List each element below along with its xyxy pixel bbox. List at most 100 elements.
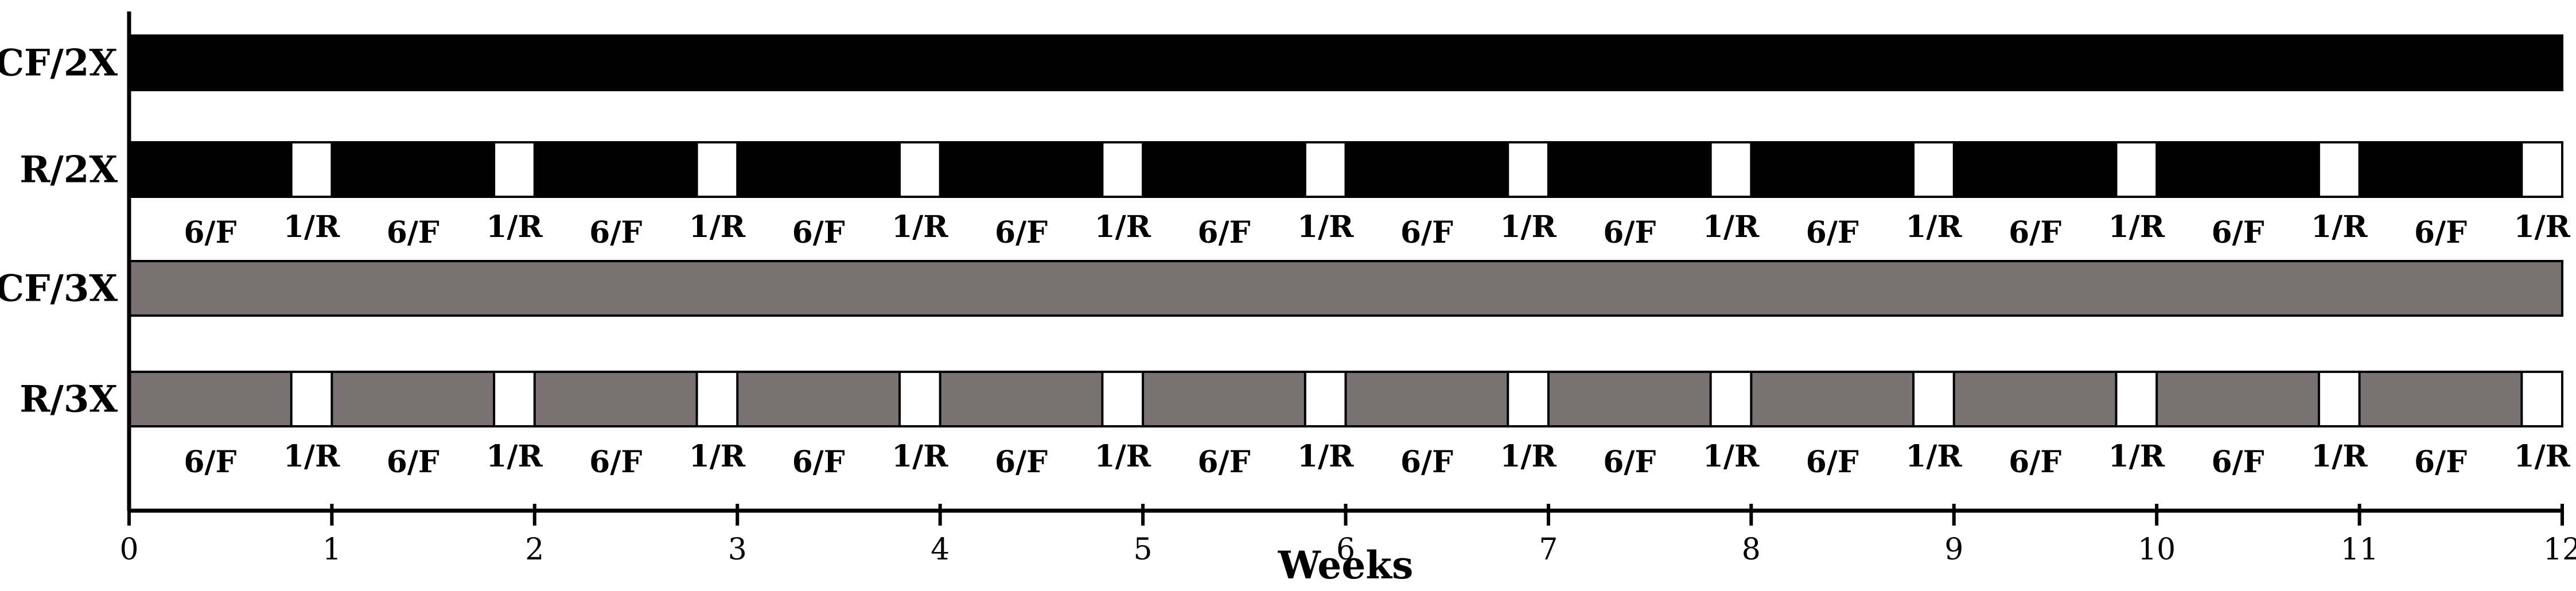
rest-period-label: 1/R — [1905, 209, 1962, 244]
feeding-period-label: 6/F — [387, 445, 439, 480]
rest-period-label: 1/R — [2311, 209, 2368, 244]
rest-period-label: 1/R — [2513, 209, 2570, 244]
rest-period-label: 1/R — [283, 209, 340, 244]
rows-layer: CF/2X R/2X 6/F 1/R 6/F 1/R 6/F 1/R 6/F 1/R 6/F 1/R 6… — [0, 34, 2571, 480]
rest-block — [1101, 371, 1145, 427]
rest-period-label: 1/R — [2108, 439, 2165, 474]
rest-period-label: 1/R — [689, 209, 746, 244]
rest-block — [493, 141, 536, 198]
rest-block — [1303, 141, 1347, 198]
rest-block — [1507, 141, 1550, 198]
rest-period-label: 1/R — [2108, 209, 2165, 244]
axis-layer: Weeks 0 1 2 3 4 5 6 7 8 9 10 11 12 — [119, 11, 2576, 588]
rest-period-label: 1/R — [1500, 439, 1557, 474]
row-r-2x: R/2X 6/F 1/R 6/F 1/R 6/F 1/R 6/F 1/R 6/F 1/R 6/F 1/R… — [20, 141, 2571, 250]
feeding-period-label: 6/F — [589, 215, 642, 250]
feeding-period-label: 6/F — [184, 445, 236, 480]
x-tick-label: 5 — [1134, 532, 1153, 567]
feeding-period-label: 6/F — [2009, 215, 2061, 250]
rest-period-label: 1/R — [1703, 439, 1760, 474]
row-cf-2x: CF/2X — [0, 34, 2563, 91]
rest-block — [2115, 141, 2158, 198]
feeding-period-label: 6/F — [1197, 445, 1250, 480]
x-tick-label: 8 — [1742, 532, 1761, 567]
rest-period-label: 1/R — [1095, 209, 1151, 244]
row-r-3x: R/3X 6/F 1/R 6/F 1/R 6/F 1/R 6/F 1/R 6/F 1/R 6/F 1/R… — [20, 371, 2571, 480]
rest-block — [1303, 371, 1347, 427]
x-tick-label: 7 — [1539, 532, 1558, 567]
feeding-period-label: 6/F — [792, 445, 845, 480]
axis-title: Weeks — [1278, 543, 1414, 588]
feeding-period-label: 6/F — [589, 445, 642, 480]
rest-period-label: 1/R — [892, 439, 948, 474]
rest-block — [1709, 141, 1753, 198]
feeding-period-label: 6/F — [1603, 445, 1656, 480]
row-label: CF/3X — [0, 267, 118, 310]
rest-period-label: 1/R — [1905, 439, 1962, 474]
rest-block — [898, 371, 941, 427]
schedule-bar — [128, 260, 2563, 317]
rest-period-label: 1/R — [1297, 439, 1354, 474]
row-cf-3x: CF/3X — [0, 260, 2563, 317]
x-tick-label: 6 — [1336, 532, 1355, 567]
feeding-period-label: 6/F — [995, 445, 1048, 480]
rest-block — [2520, 141, 2564, 198]
feeding-period-label: 6/F — [1400, 215, 1453, 250]
feeding-period-label: 6/F — [1400, 445, 1453, 480]
feeding-period-label: 6/F — [184, 215, 236, 250]
schedule-bar — [128, 34, 2563, 91]
feeding-period-label: 6/F — [1806, 445, 1859, 480]
rest-block — [2115, 371, 2158, 427]
feeding-period-label: 6/F — [792, 215, 845, 250]
feeding-period-label: 6/F — [2414, 445, 2467, 480]
feeding-period-label: 6/F — [2009, 445, 2061, 480]
x-tick-label: 11 — [2340, 532, 2378, 567]
rest-block — [1101, 141, 1145, 198]
row-label: R/2X — [20, 149, 118, 192]
rest-period-label: 1/R — [689, 439, 746, 474]
rest-block — [2317, 371, 2361, 427]
x-tick-label: 3 — [728, 532, 747, 567]
rest-block — [898, 141, 941, 198]
rest-period-label: 1/R — [2311, 439, 2368, 474]
rest-period-label: 1/R — [283, 439, 340, 474]
x-tick-label: 4 — [931, 532, 950, 567]
x-tick-label: 2 — [525, 532, 544, 567]
rest-period-label: 1/R — [486, 209, 543, 244]
rest-block — [290, 371, 333, 427]
feeding-period-label: 6/F — [387, 215, 439, 250]
feeding-period-label: 6/F — [2211, 445, 2264, 480]
rest-period-label: 1/R — [892, 209, 948, 244]
rest-block — [493, 371, 536, 427]
rest-period-label: 1/R — [1095, 439, 1151, 474]
rest-block — [2520, 371, 2564, 427]
feeding-period-label: 6/F — [2211, 215, 2264, 250]
rest-block — [695, 371, 739, 427]
row-label: CF/2X — [0, 42, 118, 85]
rest-block — [1912, 141, 1955, 198]
feeding-period-label: 6/F — [995, 215, 1048, 250]
rest-period-label: 1/R — [2513, 439, 2570, 474]
rest-block — [695, 141, 739, 198]
feeding-period-label: 6/F — [1603, 215, 1656, 250]
x-tick-label: 12 — [2543, 532, 2576, 567]
rest-block — [1912, 371, 1955, 427]
x-tick-label: 1 — [322, 532, 341, 567]
rest-block — [1507, 371, 1550, 427]
rest-block — [1709, 371, 1753, 427]
rest-block — [290, 141, 333, 198]
rest-period-label: 1/R — [1500, 209, 1557, 244]
x-tick-label: 0 — [119, 532, 138, 567]
x-tick-label: 10 — [2138, 532, 2176, 567]
rest-period-label: 1/R — [486, 439, 543, 474]
rest-block — [2317, 141, 2361, 198]
feeding-period-label: 6/F — [1197, 215, 1250, 250]
rest-period-label: 1/R — [1297, 209, 1354, 244]
feeding-period-label: 6/F — [1806, 215, 1859, 250]
x-tick-label: 9 — [1944, 532, 1963, 567]
row-label: R/3X — [20, 378, 118, 421]
feeding-period-label: 6/F — [2414, 215, 2467, 250]
rest-period-label: 1/R — [1703, 209, 1760, 244]
